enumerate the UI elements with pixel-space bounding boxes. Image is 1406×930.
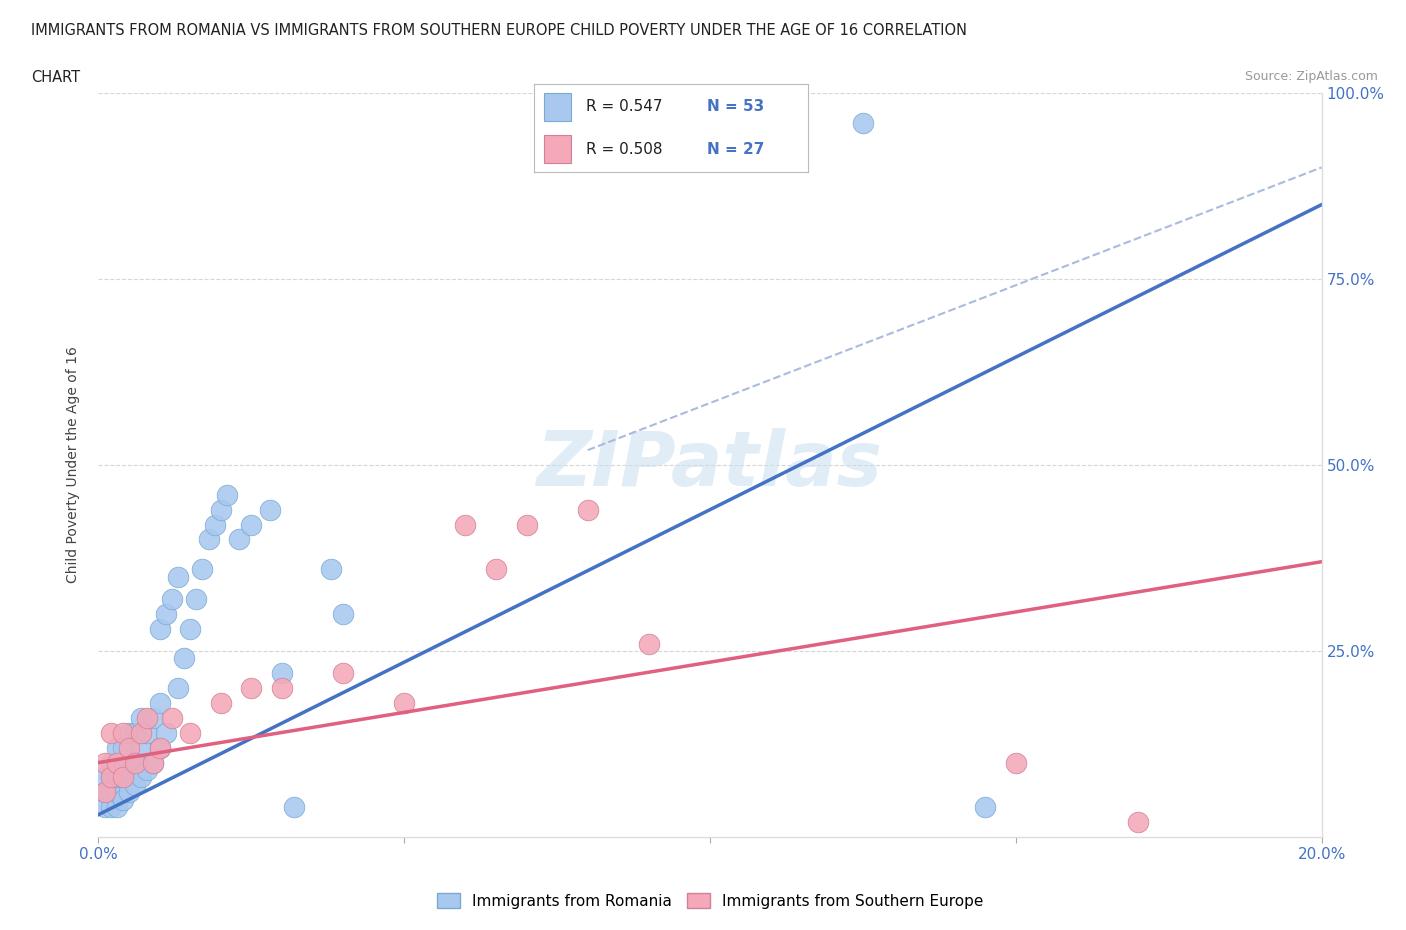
Point xyxy=(124,725,146,740)
Point xyxy=(167,569,190,584)
Point xyxy=(332,666,354,681)
Point xyxy=(111,740,134,755)
Point xyxy=(179,621,201,636)
Point xyxy=(240,681,263,696)
Point xyxy=(129,711,152,725)
Point xyxy=(576,502,599,517)
Point xyxy=(160,591,183,606)
Point xyxy=(136,725,159,740)
Point xyxy=(1128,815,1150,830)
Point xyxy=(259,502,281,517)
Point xyxy=(240,517,263,532)
Point xyxy=(100,725,122,740)
Text: ZIPatlas: ZIPatlas xyxy=(537,428,883,502)
Point xyxy=(228,532,250,547)
Point xyxy=(111,725,134,740)
Text: N = 53: N = 53 xyxy=(707,100,765,114)
Point xyxy=(105,770,128,785)
Point xyxy=(173,651,195,666)
Point xyxy=(179,725,201,740)
Text: Source: ZipAtlas.com: Source: ZipAtlas.com xyxy=(1244,70,1378,83)
Point xyxy=(197,532,219,547)
Point xyxy=(149,696,172,711)
Point xyxy=(129,770,152,785)
Point xyxy=(100,755,122,770)
FancyBboxPatch shape xyxy=(544,135,571,164)
Point xyxy=(270,681,292,696)
Point xyxy=(142,755,165,770)
Point xyxy=(93,785,115,800)
Text: R = 0.508: R = 0.508 xyxy=(586,141,662,156)
Point xyxy=(155,606,177,621)
Point xyxy=(155,725,177,740)
Point xyxy=(136,711,159,725)
Point xyxy=(454,517,477,532)
Point xyxy=(136,763,159,777)
Point xyxy=(392,696,416,711)
Point xyxy=(852,115,875,130)
Text: CHART: CHART xyxy=(31,70,80,85)
Point xyxy=(111,792,134,807)
FancyBboxPatch shape xyxy=(544,93,571,121)
Point xyxy=(105,800,128,815)
Point xyxy=(167,681,190,696)
Point xyxy=(105,740,128,755)
Text: N = 27: N = 27 xyxy=(707,141,765,156)
Point xyxy=(485,562,508,577)
Point xyxy=(129,725,152,740)
Point xyxy=(111,770,134,785)
Point xyxy=(186,591,208,606)
Point xyxy=(209,696,232,711)
Point xyxy=(637,636,661,651)
Point xyxy=(100,800,122,815)
Point xyxy=(111,770,134,785)
Point xyxy=(332,606,354,621)
Point xyxy=(142,755,165,770)
Point xyxy=(129,740,152,755)
Point xyxy=(283,800,305,815)
Point xyxy=(105,785,128,800)
Point xyxy=(209,502,232,517)
Point xyxy=(124,755,146,770)
Point xyxy=(215,487,238,502)
Point xyxy=(118,740,141,755)
Point xyxy=(270,666,292,681)
Point xyxy=(118,785,141,800)
Point xyxy=(100,770,122,785)
Point xyxy=(1004,755,1026,770)
Point xyxy=(93,800,115,815)
Point xyxy=(149,740,172,755)
Point xyxy=(124,755,146,770)
Point xyxy=(124,777,146,792)
Point xyxy=(191,562,214,577)
Point xyxy=(319,562,342,577)
Point xyxy=(93,755,115,770)
Text: IMMIGRANTS FROM ROMANIA VS IMMIGRANTS FROM SOUTHERN EUROPE CHILD POVERTY UNDER T: IMMIGRANTS FROM ROMANIA VS IMMIGRANTS FR… xyxy=(31,23,967,38)
Point xyxy=(142,711,165,725)
Point xyxy=(516,517,538,532)
Text: R = 0.547: R = 0.547 xyxy=(586,100,662,114)
Point xyxy=(160,711,183,725)
Point xyxy=(118,725,141,740)
Point xyxy=(93,770,115,785)
Point xyxy=(974,800,997,815)
Point xyxy=(149,621,172,636)
Point xyxy=(93,785,115,800)
Point xyxy=(100,770,122,785)
Point xyxy=(118,755,141,770)
Point xyxy=(105,755,128,770)
Legend: Immigrants from Romania, Immigrants from Southern Europe: Immigrants from Romania, Immigrants from… xyxy=(430,886,990,915)
Point xyxy=(100,785,122,800)
Point xyxy=(204,517,226,532)
Point xyxy=(105,755,128,770)
Point xyxy=(149,740,172,755)
Y-axis label: Child Poverty Under the Age of 16: Child Poverty Under the Age of 16 xyxy=(66,347,80,583)
